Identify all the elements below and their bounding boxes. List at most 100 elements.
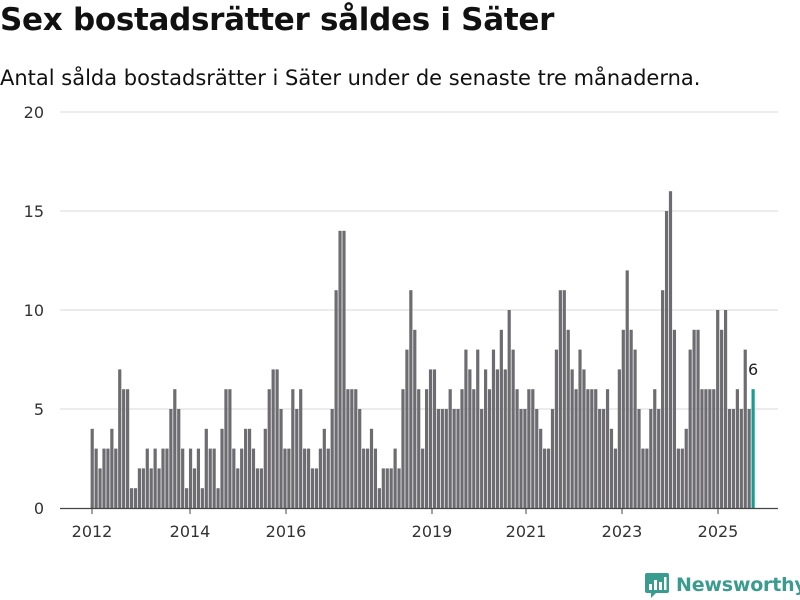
bar bbox=[578, 349, 582, 508]
bar bbox=[456, 409, 460, 508]
bar bbox=[621, 329, 625, 508]
bar bbox=[287, 448, 291, 508]
bar bbox=[165, 448, 169, 508]
x-tick-label: 2019 bbox=[412, 522, 453, 541]
bar bbox=[220, 428, 224, 508]
bar bbox=[747, 409, 751, 508]
bar bbox=[598, 409, 602, 508]
bar bbox=[240, 448, 244, 508]
bar bbox=[255, 468, 260, 508]
x-tick-label: 2023 bbox=[602, 522, 643, 541]
bar bbox=[291, 389, 295, 508]
bar bbox=[448, 389, 452, 508]
bar bbox=[145, 448, 149, 508]
bar bbox=[664, 211, 669, 508]
bar bbox=[299, 389, 303, 508]
bar bbox=[546, 448, 551, 508]
bar bbox=[503, 369, 507, 508]
bar bbox=[369, 428, 374, 508]
bar bbox=[157, 468, 161, 508]
bar bbox=[377, 488, 381, 508]
bar bbox=[362, 448, 366, 508]
bar bbox=[354, 389, 358, 508]
bar bbox=[440, 409, 444, 508]
highlighted-bar bbox=[751, 389, 755, 508]
bar bbox=[712, 389, 716, 508]
bar bbox=[106, 448, 110, 508]
bar bbox=[594, 389, 598, 508]
bar bbox=[511, 349, 515, 508]
bar bbox=[224, 389, 228, 508]
bar bbox=[98, 468, 102, 508]
bar bbox=[342, 230, 346, 509]
bar bbox=[173, 389, 177, 508]
bar bbox=[428, 369, 433, 508]
bar bbox=[251, 448, 256, 508]
bar bbox=[188, 448, 193, 508]
bar bbox=[723, 310, 728, 508]
bar bbox=[495, 369, 499, 508]
bar bbox=[739, 409, 743, 508]
chart-subtitle: Antal sålda bostadsrätter i Säter under … bbox=[0, 66, 701, 90]
bar bbox=[413, 329, 417, 508]
bar bbox=[303, 448, 307, 508]
bar bbox=[535, 409, 539, 508]
bar bbox=[236, 468, 240, 508]
bar bbox=[401, 389, 405, 508]
bar bbox=[688, 349, 692, 508]
bar bbox=[491, 349, 496, 508]
bar bbox=[558, 290, 562, 508]
bar bbox=[550, 409, 555, 508]
bar bbox=[452, 409, 456, 508]
bar bbox=[114, 448, 118, 508]
bar bbox=[334, 290, 338, 508]
newsworthy-logo-icon bbox=[645, 573, 669, 598]
bar bbox=[424, 389, 429, 508]
bar bbox=[149, 468, 153, 508]
bar bbox=[279, 409, 283, 508]
bar bbox=[271, 369, 275, 508]
bar bbox=[196, 448, 201, 508]
bar bbox=[444, 409, 448, 508]
bar bbox=[605, 389, 610, 508]
bar bbox=[322, 428, 326, 508]
y-tick-label: 15 bbox=[24, 202, 44, 221]
bar bbox=[523, 409, 527, 508]
bar bbox=[283, 448, 287, 508]
bar bbox=[228, 389, 232, 508]
bar bbox=[346, 389, 350, 508]
bar bbox=[484, 369, 488, 508]
bar bbox=[609, 428, 614, 508]
bar bbox=[94, 448, 98, 508]
bar bbox=[700, 389, 704, 508]
bar bbox=[743, 349, 747, 508]
bar bbox=[126, 389, 130, 508]
bar bbox=[177, 409, 181, 508]
bar bbox=[692, 329, 696, 508]
bar bbox=[259, 468, 263, 508]
bar bbox=[295, 409, 299, 508]
bar bbox=[318, 448, 322, 508]
bar bbox=[409, 290, 413, 508]
bar bbox=[460, 389, 464, 508]
bar bbox=[358, 409, 362, 508]
bar bbox=[464, 349, 468, 508]
data-label: 6 bbox=[748, 360, 758, 379]
bar bbox=[507, 310, 511, 508]
bar bbox=[617, 369, 621, 508]
bar bbox=[680, 448, 684, 508]
bar bbox=[436, 409, 440, 508]
bar bbox=[657, 409, 661, 508]
bar bbox=[393, 448, 397, 508]
bar bbox=[519, 409, 523, 508]
bar bbox=[129, 488, 134, 508]
bar bbox=[487, 389, 492, 508]
bar bbox=[515, 389, 519, 508]
bar bbox=[365, 448, 370, 508]
bar bbox=[192, 468, 197, 508]
bar bbox=[232, 448, 236, 508]
bar bbox=[275, 369, 279, 508]
bar bbox=[480, 409, 484, 508]
bar bbox=[499, 329, 503, 508]
x-tick-label: 2016 bbox=[266, 522, 307, 541]
